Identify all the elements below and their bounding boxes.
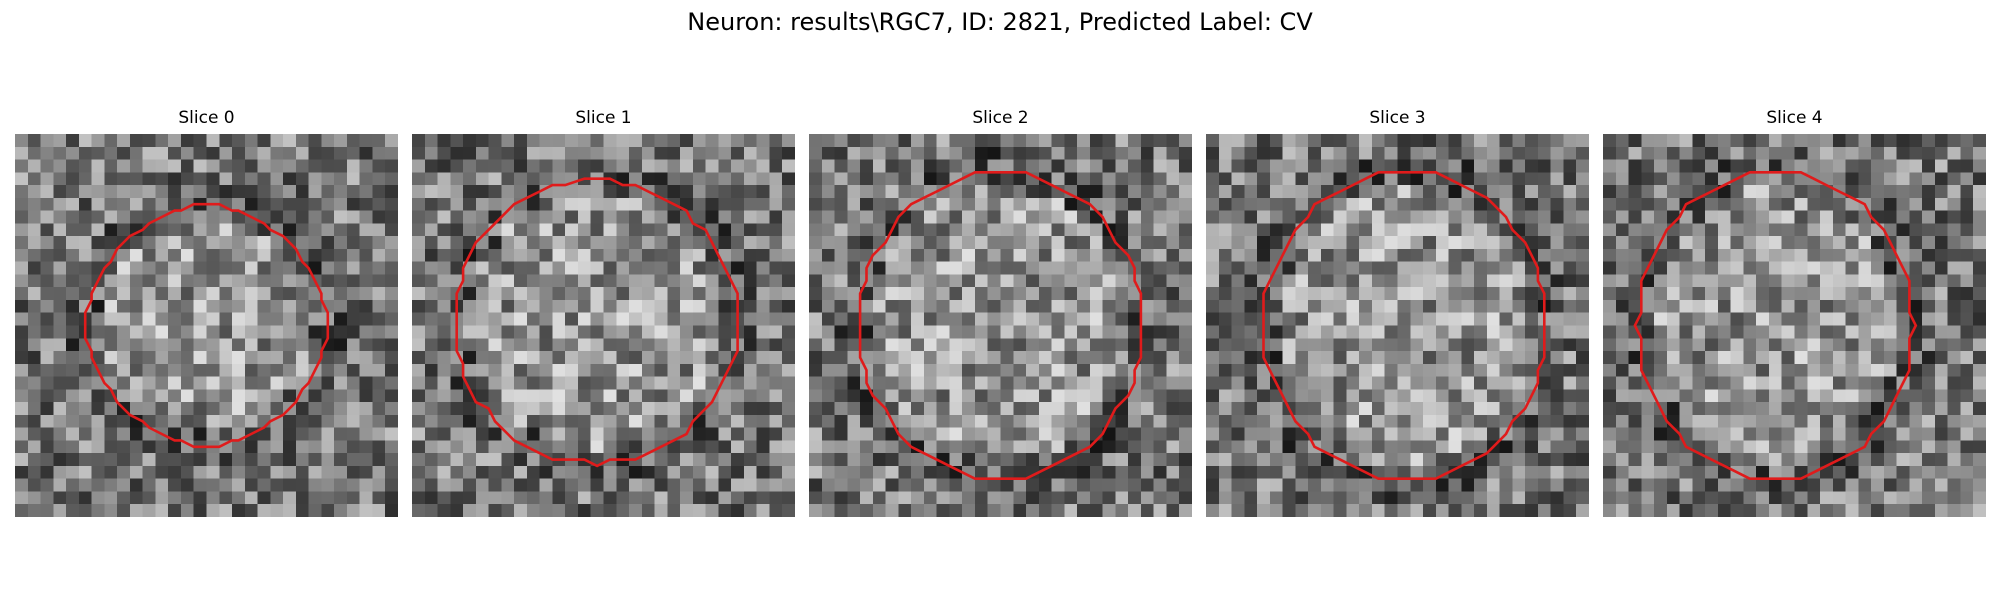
- slice-panel-1: Slice 1: [412, 108, 795, 517]
- cell-contour: [455, 177, 739, 468]
- cell-contour: [858, 170, 1143, 481]
- slice-image: [412, 134, 795, 517]
- slice-panel-2: Slice 2: [809, 108, 1192, 517]
- contour-outline: [1262, 170, 1546, 481]
- slice-panel-0: Slice 0: [15, 108, 398, 517]
- cell-contour: [1262, 170, 1546, 481]
- slice-panel-4: Slice 4: [1603, 108, 1986, 517]
- grayscale-patch: [809, 134, 1192, 517]
- figure-title: Neuron: results\RGC7, ID: 2821, Predicte…: [687, 8, 1313, 36]
- slice-title: Slice 2: [972, 108, 1029, 128]
- slice-title: Slice 1: [575, 108, 632, 128]
- contour-outline: [1633, 170, 1918, 481]
- grayscale-patch: [1206, 134, 1589, 517]
- grayscale-patch: [412, 134, 795, 517]
- slice-image: [15, 134, 398, 517]
- cell-contour: [1633, 170, 1918, 481]
- grayscale-patch: [15, 134, 398, 517]
- slice-panel-3: Slice 3: [1206, 108, 1589, 517]
- contour-outline: [858, 170, 1143, 481]
- slice-title: Slice 4: [1766, 108, 1823, 128]
- grayscale-patch: [1603, 134, 1986, 517]
- slice-image: [1603, 134, 1986, 517]
- slice-image: [809, 134, 1192, 517]
- slice-title: Slice 3: [1369, 108, 1426, 128]
- contour-outline: [83, 202, 330, 449]
- slice-image: [1206, 134, 1589, 517]
- slice-title: Slice 0: [178, 108, 235, 128]
- contour-outline: [455, 177, 739, 468]
- cell-contour: [83, 202, 330, 449]
